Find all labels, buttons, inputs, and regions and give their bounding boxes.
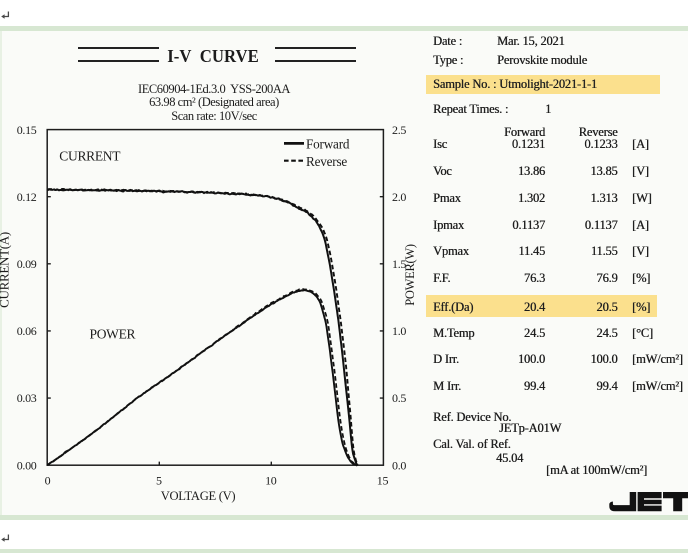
svg-text:Reverse: Reverse bbox=[306, 154, 347, 169]
svg-text:0.06: 0.06 bbox=[17, 324, 37, 338]
svg-text:0.0: 0.0 bbox=[392, 458, 406, 472]
svg-text:0: 0 bbox=[45, 474, 51, 488]
svg-text:1.0: 1.0 bbox=[392, 324, 406, 338]
svg-text:VOLTAGE (V): VOLTAGE (V) bbox=[161, 489, 236, 503]
svg-text:POWER: POWER bbox=[90, 327, 136, 342]
svg-text:10: 10 bbox=[265, 474, 277, 488]
svg-text:0.5: 0.5 bbox=[392, 391, 406, 405]
svg-text:1.5: 1.5 bbox=[392, 257, 406, 271]
svg-text:0.15: 0.15 bbox=[17, 123, 37, 137]
svg-text:0.00: 0.00 bbox=[17, 458, 37, 472]
svg-text:2.5: 2.5 bbox=[392, 123, 406, 137]
svg-text:0.09: 0.09 bbox=[17, 257, 37, 271]
svg-text:0.12: 0.12 bbox=[17, 190, 37, 204]
svg-text:5: 5 bbox=[156, 474, 162, 488]
svg-text:CURRENT: CURRENT bbox=[59, 148, 121, 163]
svg-text:15: 15 bbox=[377, 474, 389, 488]
svg-text:Forward: Forward bbox=[306, 137, 350, 152]
svg-text:0.03: 0.03 bbox=[17, 391, 37, 405]
svg-text:POWER(W): POWER(W) bbox=[403, 244, 417, 306]
svg-text:2.0: 2.0 bbox=[392, 190, 406, 204]
svg-text:CURRENT(A): CURRENT(A) bbox=[0, 232, 12, 308]
